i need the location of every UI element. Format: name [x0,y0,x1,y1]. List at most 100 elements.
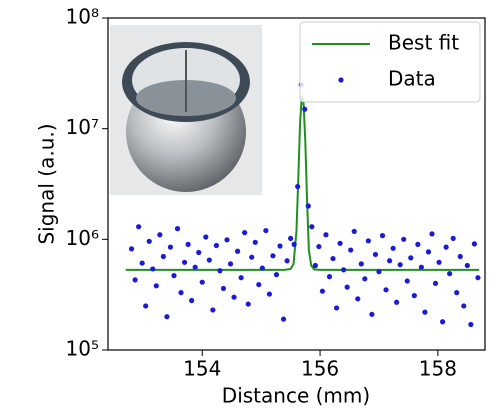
data-point [319,288,326,294]
data-point [305,203,311,209]
data-point [192,264,198,270]
data-point [386,258,393,264]
legend-label: Data [388,67,436,91]
data-point [390,245,396,251]
data-point [234,248,241,254]
data-point [196,249,202,256]
data-point [217,268,223,274]
data-point [280,316,287,322]
x-axis-label: Distance (mm) [222,384,370,408]
data-point [355,296,361,302]
data-point [471,241,477,247]
data-point [443,244,449,250]
data-point [273,272,280,278]
data-point [178,290,184,296]
x-tick-label: 156 [301,357,339,381]
data-point [341,267,347,273]
data-point [160,253,166,260]
data-point [288,235,294,241]
data-point [394,299,400,305]
data-point [128,246,135,252]
data-point [167,244,174,250]
data-point [259,265,265,271]
data-point [369,311,375,317]
data-point [362,276,368,282]
data-point [447,271,453,277]
data-point [358,261,364,267]
data-point [220,285,227,292]
data-point [146,238,152,244]
data-point [404,278,410,284]
data-point [376,269,382,275]
data-point [348,247,354,253]
data-point [199,279,205,285]
data-point [365,238,371,244]
data-point [408,255,414,261]
data-point [203,234,209,240]
y-axis-label: Signal (a.u.) [35,123,59,244]
data-point [213,242,219,249]
data-point [312,262,318,269]
data-point [436,259,442,265]
data-point [277,243,283,249]
data-point [189,297,195,304]
data-point [242,230,248,236]
legend-marker [338,77,344,83]
data-point [309,224,315,230]
data-point [181,259,188,265]
data-point [185,241,191,247]
data-point [429,231,435,237]
data-point [210,307,216,313]
plot-frame [107,17,486,351]
data-point [150,266,156,272]
data-point [415,241,421,247]
data-point [136,224,142,230]
data-point [171,273,177,279]
inset-photo [110,25,262,195]
data-point [231,294,237,300]
data-point [266,291,273,297]
data-point [238,275,244,281]
data-point [425,249,432,255]
data-point [139,260,145,266]
data-point [330,255,336,262]
data-point [333,305,340,311]
data-point [256,281,262,288]
data-point [337,240,343,246]
data-point [323,232,329,238]
data-point [302,106,308,112]
data-point [351,228,357,234]
data-point [454,290,460,296]
x-tick-label: 154 [183,357,221,381]
data-point [432,280,439,286]
data-point [245,301,251,307]
data-point [270,253,276,259]
data-point [422,309,428,315]
data-point [411,293,417,299]
data-point [153,283,159,289]
y-tick-label: 10⁶ [66,226,99,250]
data-point [249,254,255,260]
legend-box [299,21,481,103]
data-point [461,303,467,309]
data-point [439,319,446,325]
data-point [372,251,379,258]
data-point [206,257,212,263]
data-point [227,261,234,267]
data-point [383,287,389,293]
data-point [418,264,424,270]
data-point [295,183,301,190]
data-point [397,262,403,268]
data-point [457,253,463,260]
data-point [132,277,138,283]
data-point [224,237,230,243]
data-point [401,236,407,242]
data-point [263,227,269,234]
data-point [468,321,474,328]
data-point [344,284,350,290]
data-point [379,233,386,239]
data-point [326,274,333,280]
legend-label: Best fit [388,31,459,55]
y-tick-label: 10⁵ [66,337,99,361]
